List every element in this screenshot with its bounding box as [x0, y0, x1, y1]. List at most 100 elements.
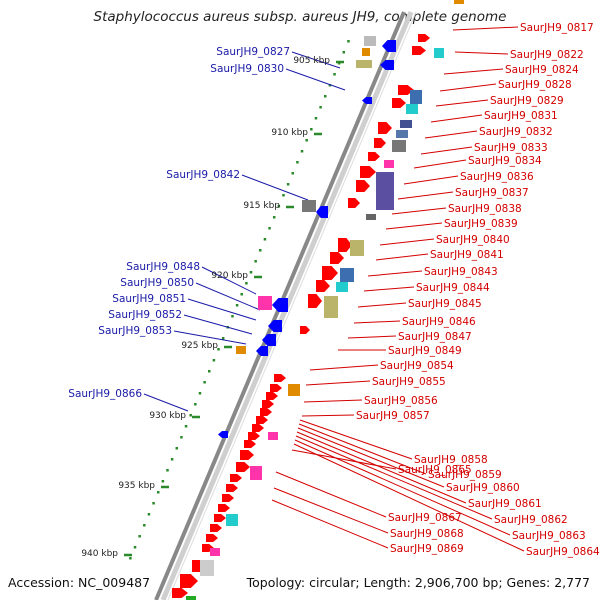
gene-label[interactable]: SaurJH9_0861: [468, 498, 542, 510]
leader-line: [297, 427, 445, 488]
gene-label[interactable]: SaurJH9_0832: [479, 126, 553, 138]
gene-label[interactable]: SaurJH9_0852: [108, 309, 182, 321]
scale-dot: [138, 535, 141, 538]
leader-line: [275, 471, 387, 518]
gene-label[interactable]: SaurJH9_0844: [416, 282, 490, 294]
gene-label[interactable]: SaurJH9_0827: [216, 46, 290, 58]
gene-label[interactable]: SaurJH9_0824: [505, 64, 579, 76]
scale-label: 940 kbp: [81, 549, 118, 559]
gene-label[interactable]: SaurJH9_0840: [436, 234, 510, 246]
gene-label[interactable]: SaurJH9_0833: [474, 142, 548, 154]
leader-line: [413, 159, 467, 169]
leader-line: [201, 266, 257, 295]
gene-label[interactable]: SaurJH9_0822: [510, 49, 584, 61]
gene-label[interactable]: SaurJH9_0841: [430, 249, 504, 261]
gene-label[interactable]: SaurJH9_0858: [414, 454, 488, 466]
gene-label[interactable]: SaurJH9_0842: [166, 169, 240, 181]
scale-dot: [170, 458, 174, 461]
leader-line: [143, 393, 189, 412]
gene-label[interactable]: SaurJH9_0829: [490, 95, 564, 107]
gene-label[interactable]: SaurJH9_0837: [455, 187, 529, 199]
scale-dot: [208, 370, 211, 373]
leader-line: [391, 207, 447, 215]
scale-labels: 905 kbp 910 kbp 915 kbp 920 kbp 925 kbp 930 k…: [81, 56, 344, 559]
gene-label[interactable]: SaurJH9_0830: [210, 63, 284, 75]
gene-feature-box: [302, 200, 316, 212]
gene-label[interactable]: SaurJH9_0834: [468, 155, 542, 167]
reverse-gene-arrow: [256, 346, 268, 356]
scale-dot: [189, 414, 192, 417]
forward-gene-arrow: [172, 588, 188, 598]
gene-label[interactable]: SaurJH9_0831: [484, 110, 558, 122]
gene-label[interactable]: SaurJH9_0848: [126, 261, 200, 273]
forward-gene-arrow: [418, 34, 430, 42]
scale-dot: [147, 513, 151, 516]
scale-dot: [263, 238, 267, 241]
gene-label[interactable]: SaurJH9_0856: [364, 395, 438, 407]
forward-gene-arrow: [360, 166, 376, 178]
leader-line: [273, 487, 389, 534]
leader-line: [293, 443, 525, 552]
leader-line: [403, 175, 459, 185]
scale-dot: [305, 139, 308, 142]
scale-label: 905 kbp: [293, 56, 330, 66]
scale-dot: [184, 425, 188, 428]
gene-label[interactable]: SaurJH9_0864: [526, 546, 600, 558]
gene-label[interactable]: SaurJH9_0846: [402, 316, 476, 328]
scale-dot: [161, 480, 165, 483]
gene-labels: SaurJH9_0817 SaurJH9_0822 SaurJH9_0824 Saur…: [68, 22, 600, 558]
gene-feature-box: [454, 0, 464, 4]
gene-label[interactable]: SaurJH9_0862: [494, 514, 568, 526]
scale-dot: [323, 95, 327, 98]
forward-gene-arrow: [274, 374, 286, 382]
gene-label[interactable]: SaurJH9_0863: [512, 530, 586, 542]
forward-gene-arrow: [206, 534, 218, 542]
scale-dot-track: [129, 40, 350, 560]
gene-label[interactable]: SaurJH9_0817: [520, 22, 594, 34]
gene-label[interactable]: SaurJH9_0847: [398, 331, 472, 343]
gene-label[interactable]: SaurJH9_0853: [98, 325, 172, 337]
forward-gene-arrow: [330, 252, 344, 264]
gene-label[interactable]: SaurJH9_0854: [380, 360, 454, 372]
gene-label[interactable]: SaurJH9_0843: [424, 266, 498, 278]
leader-line: [367, 270, 423, 277]
scale-dot: [175, 447, 179, 450]
gene-label[interactable]: SaurJH9_0845: [408, 298, 482, 310]
gene-label[interactable]: SaurJH9_0867: [388, 512, 462, 524]
forward-gene-arrow: [180, 574, 198, 588]
gene-label[interactable]: SaurJH9_0851: [112, 293, 186, 305]
gene-label[interactable]: SaurJH9_0828: [498, 79, 572, 91]
gene-feature-box: [200, 560, 214, 576]
reverse-gene-arrow: [380, 60, 394, 70]
gene-label[interactable]: SaurJH9_0839: [444, 218, 518, 230]
gene-label[interactable]: SaurJH9_0836: [460, 171, 534, 183]
scale-dot: [180, 436, 183, 439]
gene-label[interactable]: SaurJH9_0866: [68, 388, 142, 400]
forward-gene-arrow: [214, 514, 226, 522]
gene-label[interactable]: SaurJH9_0838: [448, 203, 522, 215]
scale-dot: [152, 502, 155, 505]
scale-dot: [203, 381, 206, 384]
leader-line: [183, 314, 253, 335]
gene-feature-box: [384, 160, 394, 168]
scale-dot: [282, 194, 285, 197]
gene-feature-box: [236, 346, 246, 354]
forward-gene-arrow: [270, 384, 282, 392]
gene-label[interactable]: SaurJH9_0857: [356, 410, 430, 422]
scale-dot: [314, 117, 318, 120]
gene-label[interactable]: SaurJH9_0855: [372, 376, 446, 388]
leader-line: [397, 191, 454, 200]
gene-label[interactable]: SaurJH9_0865: [398, 464, 472, 476]
gene-label[interactable]: SaurJH9_0868: [390, 528, 464, 540]
forward-gene-arrow: [412, 46, 426, 55]
gene-label[interactable]: SaurJH9_0869: [390, 543, 464, 555]
scale-dot: [259, 249, 262, 252]
scale-dot: [319, 106, 322, 109]
scale-dot: [286, 183, 290, 186]
gene-label[interactable]: SaurJH9_0850: [120, 277, 194, 289]
gene-label[interactable]: SaurJH9_0849: [388, 345, 462, 357]
gene-label[interactable]: SaurJH9_0860: [446, 482, 520, 494]
leader-line: [195, 282, 261, 311]
gene-label[interactable]: SaurJH9_0859: [428, 469, 502, 481]
scale-dot: [347, 40, 350, 43]
